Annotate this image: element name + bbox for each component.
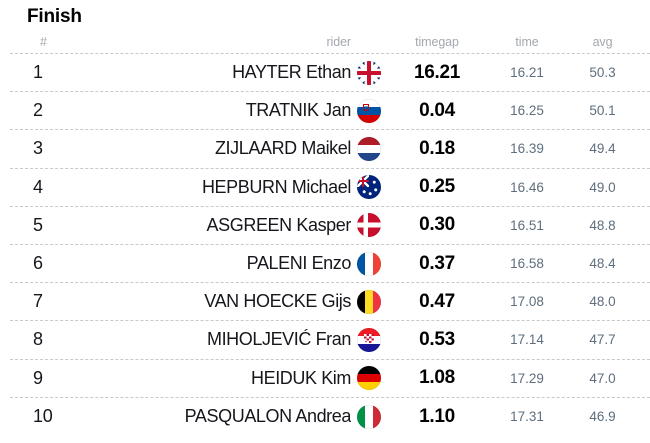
- time-cell: 16.39: [510, 141, 544, 157]
- flag-dk-icon: [357, 213, 381, 238]
- table-row: 5 ASGREEN Kasper 0.30 16.51 48.8: [10, 207, 650, 245]
- avg-cell: 47.7: [589, 332, 616, 348]
- timegap-cell: 0.30: [419, 214, 455, 236]
- time-cell: 16.46: [510, 179, 544, 195]
- flag-cell: [351, 175, 387, 200]
- flag-be-icon: [357, 289, 381, 314]
- flag-cell: [351, 289, 387, 314]
- avg-cell: 47.0: [589, 370, 616, 386]
- table-row: 4 HEPBURN Michael 0.25 16.46 49.0: [10, 169, 650, 207]
- rank-cell: 6: [33, 253, 43, 274]
- flag-it-icon: [357, 404, 381, 429]
- flag-cell: [351, 327, 387, 352]
- timegap-cell: 0.53: [419, 328, 455, 350]
- flag-au-icon: [357, 175, 381, 200]
- avg-cell: 48.8: [589, 217, 616, 233]
- rider-name: PALENI Enzo: [246, 253, 351, 274]
- timegap-cell: 1.10: [419, 405, 455, 427]
- avg-cell: 49.0: [589, 179, 616, 195]
- flag-cell: [351, 366, 387, 391]
- rider-name: ASGREEN Kasper: [206, 214, 351, 235]
- timegap-cell: 0.18: [419, 137, 455, 159]
- page-title: Finish: [27, 6, 82, 27]
- rider-name: TRATNIK Jan: [245, 100, 351, 121]
- col-header-timegap: timegap: [415, 35, 459, 49]
- flag-cell: [351, 60, 387, 85]
- col-header-avg: avg: [592, 35, 613, 49]
- table-row: 9 HEIDUK Kim 1.08 17.29 47.0: [10, 360, 650, 398]
- rank-cell: 2: [33, 100, 43, 121]
- time-cell: 16.25: [510, 103, 544, 119]
- rider-name: ZIJLAARD Maikel: [214, 138, 351, 159]
- rank-cell: 4: [33, 176, 43, 197]
- flag-si-icon: [357, 98, 381, 123]
- timegap-cell: 16.21: [413, 61, 461, 83]
- avg-cell: 48.0: [589, 294, 616, 310]
- rank-cell: 3: [33, 138, 43, 159]
- flag-fr-icon: [357, 251, 381, 276]
- rank-cell: 5: [33, 214, 43, 235]
- time-cell: 17.08: [510, 294, 544, 310]
- time-cell: 17.29: [510, 370, 544, 386]
- table-row: 6 PALENI Enzo 0.37 16.58 48.4: [10, 245, 650, 284]
- col-header-rank: #: [40, 35, 47, 49]
- flag-gb-icon: [357, 60, 381, 85]
- rider-name: PASQUALON Andrea: [184, 406, 351, 427]
- timegap-cell: 0.47: [419, 290, 455, 312]
- rank-cell: 8: [33, 329, 43, 350]
- time-cell: 16.58: [510, 256, 544, 272]
- flag-hr-icon: [357, 327, 381, 352]
- rank-cell: 9: [33, 367, 43, 388]
- timegap-cell: 1.08: [419, 367, 455, 389]
- avg-cell: 46.9: [589, 409, 616, 425]
- rider-name: VAN HOECKE Gijs: [204, 291, 351, 312]
- rider-name: MIHOLJEVIĆ Fran: [206, 329, 351, 350]
- table-row: 8 MIHOLJEVIĆ Fran 0.53 17.14 47.7: [10, 321, 650, 360]
- table-header-row: # rider timegap time avg: [10, 27, 650, 54]
- rider-name: HEIDUK Kim: [250, 367, 351, 388]
- avg-cell: 48.4: [589, 256, 616, 272]
- flag-de-icon: [357, 366, 381, 391]
- timegap-cell: 0.25: [419, 176, 455, 198]
- results-table: # rider timegap time avg 1 HAYTER Ethan …: [10, 27, 650, 436]
- time-cell: 16.21: [510, 65, 544, 81]
- flag-cell: [351, 213, 387, 238]
- col-header-time: time: [515, 35, 539, 49]
- flag-cell: [351, 404, 387, 429]
- col-header-rider: rider: [326, 35, 351, 49]
- table-row: 10 PASQUALON Andrea 1.10 17.31 46.9: [10, 398, 650, 436]
- avg-cell: 50.3: [589, 65, 616, 81]
- rank-cell: 10: [33, 406, 53, 427]
- rider-name: HEPBURN Michael: [201, 176, 351, 197]
- table-row: 3 ZIJLAARD Maikel 0.18 16.39 49.4: [10, 130, 650, 169]
- avg-cell: 49.4: [589, 141, 616, 157]
- time-cell: 17.31: [510, 409, 544, 425]
- rank-cell: 1: [33, 62, 43, 83]
- flag-nl-icon: [357, 136, 381, 161]
- rider-name: HAYTER Ethan: [232, 62, 351, 83]
- time-cell: 17.14: [510, 332, 544, 348]
- timegap-cell: 0.37: [419, 252, 455, 274]
- rank-cell: 7: [33, 291, 43, 312]
- flag-cell: [351, 98, 387, 123]
- table-row: 1 HAYTER Ethan 16.21 16.21 50.3: [10, 54, 650, 93]
- timegap-cell: 0.04: [419, 99, 455, 121]
- flag-cell: [351, 251, 387, 276]
- time-cell: 16.51: [510, 217, 544, 233]
- table-row: 7 VAN HOECKE Gijs 0.47 17.08 48.0: [10, 283, 650, 322]
- table-row: 2 TRATNIK Jan 0.04 16.25 50.1: [10, 92, 650, 131]
- flag-cell: [351, 136, 387, 161]
- avg-cell: 50.1: [589, 103, 616, 119]
- table-body: 1 HAYTER Ethan 16.21 16.21 50.3 2 TRATNI…: [10, 54, 650, 436]
